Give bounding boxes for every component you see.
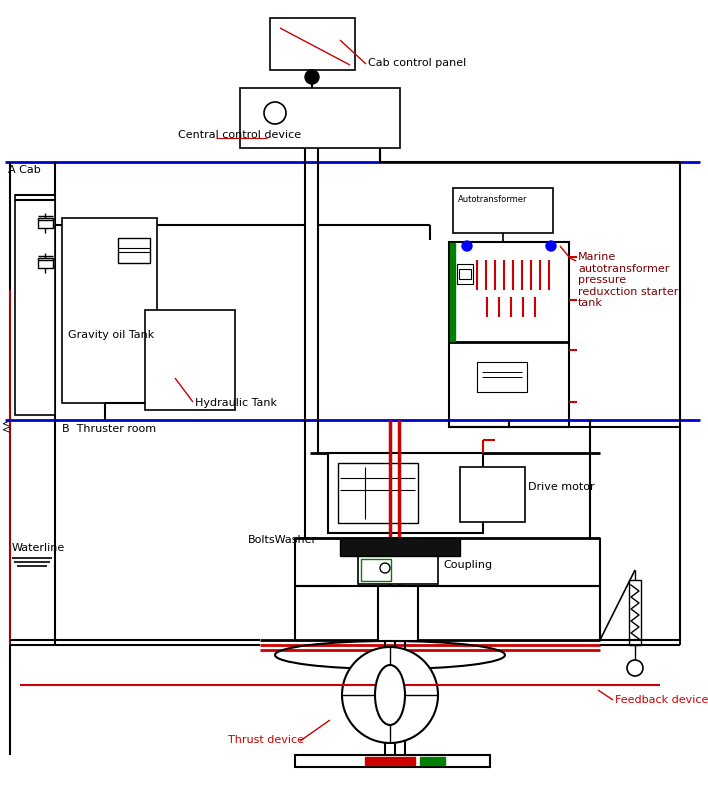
Text: A Cab: A Cab	[8, 165, 41, 175]
Text: B  Thruster room: B Thruster room	[62, 424, 156, 434]
Bar	[420, 757, 445, 765]
Bar	[457, 264, 473, 284]
Circle shape	[462, 241, 472, 251]
Bar	[118, 238, 150, 263]
Text: Hydraulic Tank: Hydraulic Tank	[195, 398, 277, 408]
Text: Autotransformer: Autotransformer	[458, 195, 527, 204]
Circle shape	[264, 102, 286, 124]
Bar	[270, 18, 355, 70]
Bar	[38, 218, 53, 228]
Circle shape	[627, 660, 643, 676]
Text: <: <	[2, 418, 10, 428]
Text: Drive motor: Drive motor	[528, 482, 595, 492]
Bar	[62, 218, 157, 403]
Text: Marine
autotransformer
pressure
reduxction starter
tank: Marine autotransformer pressure reduxcti…	[578, 252, 678, 308]
Text: Cab control panel: Cab control panel	[368, 58, 467, 68]
Bar	[459, 269, 471, 279]
Bar	[295, 755, 490, 767]
Text: Coupling: Coupling	[443, 560, 492, 570]
Text: Central control device: Central control device	[178, 130, 301, 140]
Text: Feedback device: Feedback device	[615, 695, 708, 705]
Text: <: <	[2, 424, 10, 434]
Bar	[340, 538, 460, 556]
Circle shape	[342, 647, 438, 743]
Bar	[240, 88, 400, 148]
Bar	[145, 310, 235, 410]
Circle shape	[380, 563, 390, 573]
Circle shape	[305, 70, 319, 84]
Bar	[361, 559, 391, 581]
Bar	[338, 463, 418, 523]
Text: Gravity oil Tank: Gravity oil Tank	[68, 330, 154, 340]
Bar	[328, 453, 483, 533]
Bar	[450, 243, 455, 341]
Bar	[460, 467, 525, 522]
Text: Waterline: Waterline	[12, 543, 65, 553]
Bar	[453, 188, 553, 233]
Text: Thrust device: Thrust device	[228, 735, 304, 745]
Text: BoltsWasher: BoltsWasher	[248, 535, 317, 545]
Ellipse shape	[375, 665, 405, 725]
Bar	[477, 362, 527, 392]
Bar	[629, 580, 641, 645]
Bar	[38, 258, 53, 268]
Bar	[378, 586, 418, 641]
Bar	[358, 556, 438, 584]
Bar	[449, 242, 569, 427]
Bar	[15, 195, 55, 415]
Circle shape	[546, 241, 556, 251]
Bar	[365, 757, 415, 765]
